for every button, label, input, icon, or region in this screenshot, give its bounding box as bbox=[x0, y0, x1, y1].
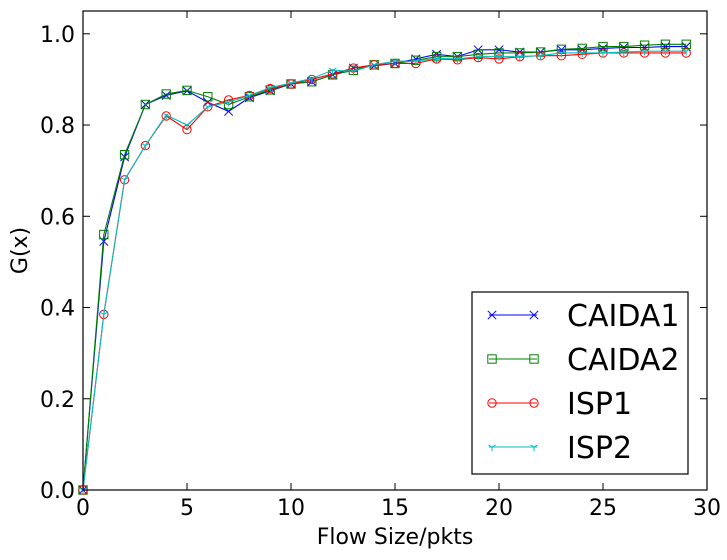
legend-label: ISP2 bbox=[567, 431, 632, 466]
data-point bbox=[495, 54, 503, 61]
legend-entry: CAIDA2 bbox=[487, 343, 680, 378]
x-tick-label: 20 bbox=[485, 496, 513, 521]
data-point bbox=[370, 62, 379, 70]
data-point bbox=[619, 49, 628, 57]
data-point bbox=[681, 48, 691, 58]
legend-label: CAIDA1 bbox=[567, 299, 680, 334]
y-tick-label: 0.6 bbox=[40, 205, 75, 230]
data-point bbox=[661, 48, 670, 56]
data-point bbox=[287, 80, 295, 88]
x-tick-label: 15 bbox=[381, 496, 409, 521]
data-point bbox=[390, 58, 400, 69]
data-point bbox=[203, 92, 213, 102]
data-point bbox=[265, 83, 275, 94]
legend-entry: CAIDA1 bbox=[487, 299, 680, 334]
data-point bbox=[619, 48, 629, 58]
data-point bbox=[578, 50, 587, 58]
data-point bbox=[391, 58, 399, 66]
data-point bbox=[120, 152, 130, 162]
data-point bbox=[660, 48, 671, 58]
legend-label: CAIDA2 bbox=[567, 343, 680, 378]
data-point bbox=[224, 99, 233, 107]
data-point bbox=[598, 41, 608, 52]
series-isp1 bbox=[78, 48, 691, 495]
data-point bbox=[639, 48, 650, 58]
legend-label: ISP1 bbox=[567, 387, 632, 422]
y-axis-label: G(x) bbox=[8, 227, 33, 274]
data-point bbox=[536, 53, 545, 60]
legend-entry: ISP1 bbox=[487, 387, 632, 422]
data-point bbox=[307, 75, 316, 83]
data-point bbox=[99, 311, 108, 319]
y-tick-label: 0.2 bbox=[40, 388, 75, 413]
data-point bbox=[349, 68, 358, 76]
data-point bbox=[599, 50, 607, 58]
data-point bbox=[639, 40, 650, 50]
x-tick-label: 25 bbox=[589, 496, 617, 521]
data-point bbox=[619, 41, 629, 52]
data-point bbox=[161, 89, 171, 99]
series-isp2 bbox=[79, 48, 691, 495]
axis-ticks: 0 5 10 15 20 25 30 0.0 0.2 0.4 0.6 0.8 1.0 bbox=[40, 11, 721, 521]
data-point bbox=[556, 51, 567, 61]
data-point bbox=[494, 54, 504, 64]
data-point bbox=[203, 102, 213, 112]
data-point bbox=[557, 50, 566, 58]
data-point bbox=[182, 85, 192, 96]
data-point bbox=[244, 90, 255, 101]
data-point bbox=[640, 48, 649, 56]
data-point bbox=[452, 55, 463, 65]
data-point bbox=[141, 143, 150, 150]
data-point bbox=[183, 122, 191, 130]
data-point bbox=[577, 49, 587, 60]
y-tick-label: 0.0 bbox=[40, 479, 75, 504]
y-tick-label: 0.4 bbox=[40, 297, 75, 322]
data-point bbox=[453, 56, 462, 64]
legend-entry: ISP2 bbox=[488, 431, 632, 466]
data-point bbox=[161, 111, 171, 121]
data-point bbox=[266, 85, 275, 92]
x-tick-label: 0 bbox=[76, 496, 90, 521]
data-point bbox=[162, 112, 171, 120]
data-point bbox=[307, 77, 317, 87]
data-point bbox=[682, 48, 691, 56]
data-point bbox=[140, 99, 151, 110]
x-tick-label: 30 bbox=[693, 496, 721, 521]
x-axis-label: Flow Size/pkts bbox=[317, 525, 474, 550]
data-point bbox=[411, 58, 420, 66]
x-tick-label: 10 bbox=[277, 496, 305, 521]
data-point bbox=[474, 54, 483, 61]
data-point bbox=[203, 104, 212, 111]
data-point bbox=[120, 177, 129, 184]
data-point bbox=[515, 54, 524, 61]
legend: CAIDA1 CAIDA2 ISP1 ISP2 bbox=[471, 291, 689, 475]
data-point bbox=[411, 58, 421, 69]
x-tick-label: 5 bbox=[180, 496, 194, 521]
plot-marks bbox=[78, 39, 691, 495]
data-point bbox=[99, 229, 109, 240]
data-point bbox=[245, 92, 254, 100]
data-point bbox=[432, 55, 441, 63]
y-tick-label: 0.8 bbox=[40, 114, 75, 139]
data-point bbox=[119, 150, 130, 160]
legend-box bbox=[471, 291, 689, 475]
y-tick-label: 1.0 bbox=[40, 23, 75, 48]
data-point bbox=[328, 67, 337, 75]
